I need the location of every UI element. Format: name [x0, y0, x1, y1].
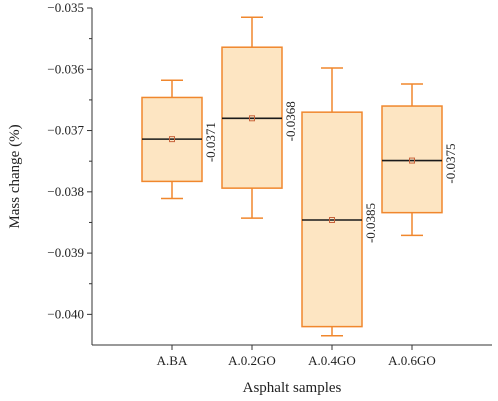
box-group: -0.0368: [221, 16, 298, 219]
x-axis-label: Asphalt samples: [243, 380, 342, 396]
x-category-label: A.0.2GO: [228, 353, 276, 368]
mean-marker: [249, 115, 255, 122]
median-data-label: -0.0385: [363, 203, 378, 243]
median-data-label: -0.0375: [443, 144, 458, 184]
plot-axes: [91, 8, 492, 346]
box-group: -0.0385: [301, 67, 378, 337]
y-tick-label: −0.040: [47, 306, 84, 321]
box-group: -0.0375: [381, 83, 458, 237]
y-axis-ticks: −0.035 −0.036 −0.037 −0.038 −0.039 −0.040: [47, 0, 92, 321]
y-tick-label: −0.035: [47, 0, 84, 15]
box-group: -0.0371: [141, 79, 218, 200]
mean-marker: [169, 136, 175, 143]
y-tick-label: −0.036: [47, 61, 84, 76]
mean-marker: [329, 217, 335, 224]
y-tick-label: −0.038: [47, 184, 84, 199]
y-tick-label: −0.039: [47, 245, 84, 260]
median-data-label: -0.0371: [203, 122, 218, 162]
box-series: -0.0371 -0.0368 -0.0385 -0.0375: [141, 16, 458, 337]
y-tick-label: −0.037: [47, 123, 84, 138]
x-axis-categories: A.BA A.0.2GO A.0.4GO A.0.6GO: [157, 345, 436, 368]
x-category-label: A.0.4GO: [308, 353, 356, 368]
x-category-label: A.BA: [157, 353, 188, 368]
box-rect: [381, 105, 443, 214]
mean-marker: [409, 157, 415, 164]
median-data-label: -0.0368: [283, 101, 298, 141]
x-category-label: A.0.6GO: [388, 353, 436, 368]
y-axis-label: Mass change (%): [7, 124, 23, 228]
